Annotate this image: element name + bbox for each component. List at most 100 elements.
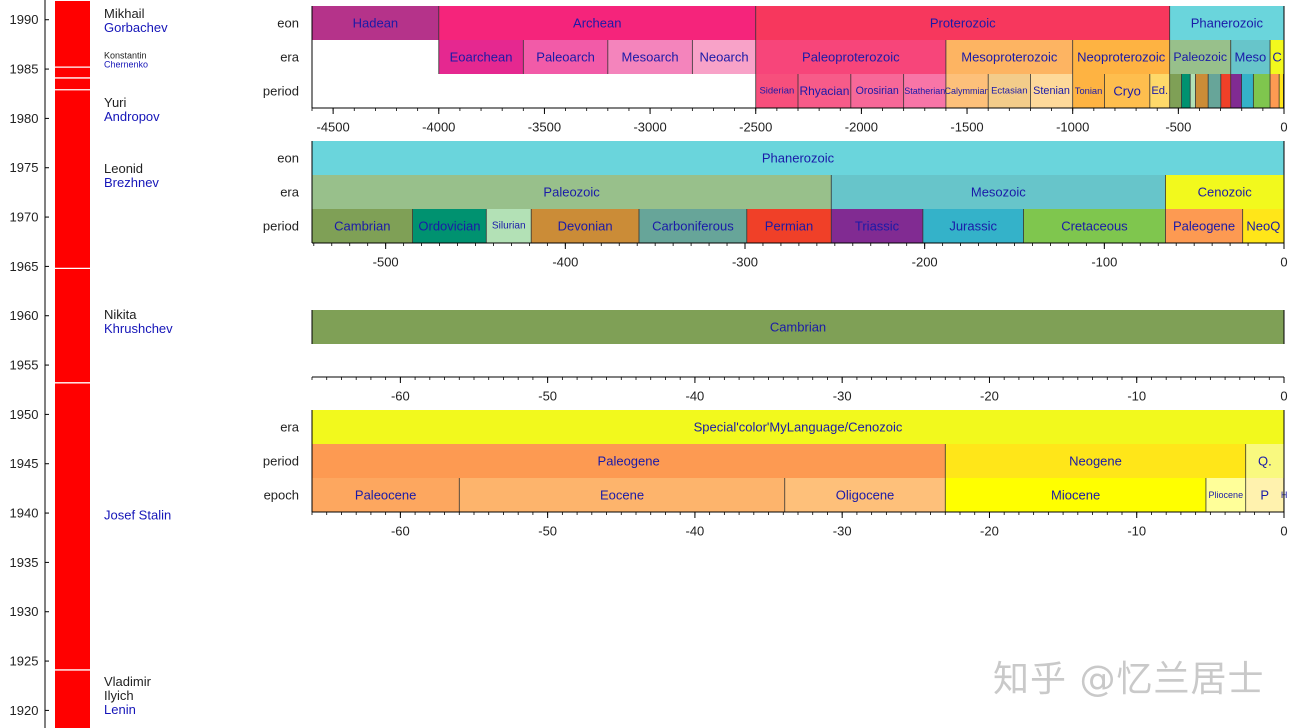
unit-label: Cretaceous: [1061, 219, 1128, 234]
unit-block: [607, 40, 693, 74]
unit-label: NeoQ: [1246, 219, 1280, 234]
x-tick-label: -2000: [845, 120, 878, 135]
unit-block: [1072, 74, 1105, 108]
unit-block: [831, 175, 1166, 209]
unit-label: Phanerozoic: [1191, 16, 1264, 31]
unit-block: [945, 478, 1206, 512]
leader-y-tick-label: 1950: [10, 407, 39, 422]
unit-label: Paleozoic: [543, 185, 600, 200]
leader-first-name: Konstantin: [104, 51, 147, 61]
x-tick-label: -60: [391, 389, 410, 404]
unit-label: Phanerozoic: [762, 151, 835, 166]
unit-block: [459, 478, 785, 512]
unit-label: Tonian: [1075, 86, 1103, 96]
unit-label: Eocene: [600, 488, 644, 503]
leader-y-tick-label: 1920: [10, 703, 39, 718]
unit-block: [1195, 74, 1209, 108]
unit-label: Cryo: [1113, 84, 1140, 99]
leader-middle-name: Ilyich: [104, 688, 134, 703]
unit-label: Neoarch: [699, 50, 748, 65]
row-label-era: era: [280, 420, 300, 435]
unit-block: [755, 74, 798, 108]
unit-block: [850, 74, 904, 108]
unit-label: Mesoarch: [622, 50, 679, 65]
unit-label: Devonian: [558, 219, 613, 234]
unit-block: [312, 6, 439, 40]
row-label-period: period: [263, 84, 299, 99]
unit-label: Jurassic: [949, 219, 997, 234]
unit-label: Archean: [573, 16, 621, 31]
unit-label: Cenozoic: [1198, 185, 1253, 200]
unit-block: [1169, 40, 1231, 74]
unit-block: [945, 444, 1246, 478]
unit-block: [312, 444, 946, 478]
unit-block: [531, 209, 639, 243]
unit-label: Hadean: [353, 16, 399, 31]
row-label-period: period: [263, 219, 299, 234]
leader-y-tick-label: 1965: [10, 259, 39, 274]
unit-label: Siderian: [759, 86, 794, 97]
unit-label: Oligocene: [836, 488, 895, 503]
unit-label: C: [1272, 50, 1281, 65]
unit-label: Cambrian: [770, 320, 826, 335]
unit-block: [638, 209, 747, 243]
unit-block: [312, 478, 460, 512]
x-tick-label: -10: [1127, 524, 1146, 539]
unit-block: [1205, 478, 1246, 512]
x-tick-label: -1500: [950, 120, 983, 135]
unit-block: [903, 74, 946, 108]
x-tick-label: -4500: [317, 120, 350, 135]
unit-block: [312, 175, 832, 209]
unit-label: Calymmian: [945, 86, 990, 96]
x-tick-label: -3000: [633, 120, 666, 135]
leader-first-name: Mikhail: [104, 6, 145, 21]
leader-y-tick-label: 1940: [10, 506, 39, 521]
row-label-eon: eon: [277, 151, 299, 166]
x-tick-label: -60: [391, 524, 410, 539]
unit-block: [1279, 74, 1284, 108]
unit-label: Carboniferous: [652, 219, 734, 234]
unit-block: [1245, 444, 1284, 478]
unit-label: Ed.: [1151, 85, 1168, 97]
row-label-period: period: [263, 454, 299, 469]
row-label-epoch: epoch: [264, 488, 299, 503]
leader-y-tick-label: 1935: [10, 555, 39, 570]
unit-label: Mesozoic: [971, 185, 1026, 200]
unit-block: [746, 209, 832, 243]
unit-block: [1149, 74, 1170, 108]
x-tick-label: -20: [980, 389, 999, 404]
leader-term-bar: [55, 67, 90, 78]
unit-block: [438, 6, 756, 40]
unit-block: [922, 209, 1024, 243]
leader-y-tick-label: 1975: [10, 160, 39, 175]
unit-block: [1165, 175, 1284, 209]
x-tick-label: -500: [1165, 120, 1191, 135]
unit-block: [1253, 74, 1271, 108]
unit-label: Paleoproterozoic: [802, 50, 900, 65]
unit-label: Meso: [1235, 50, 1267, 65]
unit-label: Silurian: [492, 221, 526, 232]
leader-last-name: Khrushchev: [104, 321, 173, 336]
unit-label: P: [1260, 488, 1269, 503]
leader-term-bar: [55, 89, 90, 269]
unit-block: [1230, 40, 1271, 74]
unit-label: Mesoproterozoic: [961, 50, 1058, 65]
unit-block: [1208, 74, 1221, 108]
x-tick-label: -20: [980, 524, 999, 539]
leader-last-name: Chernenko: [104, 60, 148, 70]
x-tick-label: -50: [538, 389, 557, 404]
unit-label: Orosirian: [856, 85, 899, 97]
leader-term-bar: [55, 669, 90, 728]
unit-label: Paleoarch: [536, 50, 595, 65]
unit-label: Paleogene: [598, 454, 660, 469]
unit-block: [312, 209, 413, 243]
unit-block: [1181, 74, 1191, 108]
leader-last-name: Brezhnev: [104, 175, 159, 190]
leader-term-bar: [55, 268, 90, 383]
leader-first-name: Leonid: [104, 161, 143, 176]
unit-block: [1030, 74, 1073, 108]
unit-block: [755, 40, 946, 74]
unit-block: [1190, 74, 1196, 108]
unit-label: Stenian: [1033, 85, 1070, 97]
leader-y-tick-label: 1925: [10, 654, 39, 669]
